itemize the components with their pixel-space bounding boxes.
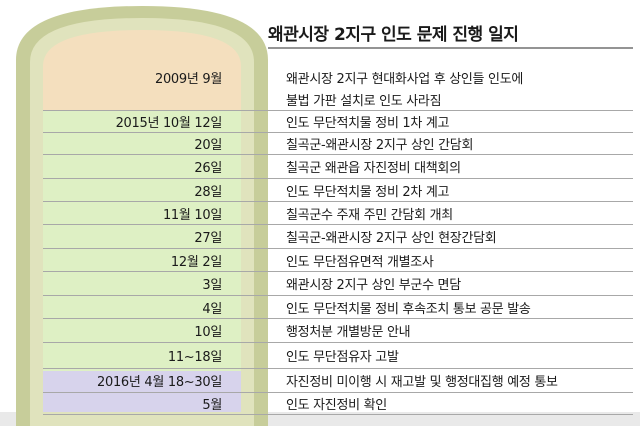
timeline-date: 10일 — [194, 325, 222, 340]
timeline-date: 28일 — [194, 184, 222, 200]
row-divider — [43, 110, 633, 111]
timeline-event: 왜관시장 2지구 현대화사업 후 상인들 인도에 — [286, 72, 524, 87]
timeline-event: 자진정비 미이행 시 재고발 및 행정대집행 예정 통보 — [286, 375, 558, 390]
timeline-date: 3일 — [202, 278, 222, 293]
row-divider — [43, 154, 633, 155]
timeline-date: 12월 2일 — [170, 254, 222, 270]
timeline-event: 인도 무단점유면적 개별조사 — [286, 254, 434, 270]
row-divider — [43, 224, 633, 225]
timeline-date: 11월 10일 — [162, 207, 222, 223]
page-title: 왜관시장 2지구 인도 문제 진행 일지 — [268, 25, 519, 45]
row-divider — [43, 392, 633, 393]
timeline-event: 칠곡군 왜관읍 자진정비 대책회의 — [286, 161, 461, 176]
timeline-date: 2015년 10월 12일 — [115, 116, 223, 131]
timeline-date: 27일 — [194, 231, 222, 246]
timeline-date: 26일 — [194, 161, 222, 176]
timeline-event-line2: 불법 가판 설치로 인도 사라짐 — [286, 94, 442, 109]
timeline-event: 왜관시장 2지구 상인 부군수 면담 — [286, 278, 461, 293]
band-2015 — [43, 110, 241, 371]
timeline-date: 11~18일 — [167, 350, 222, 365]
timeline-date: 2016년 4월 18~30일 — [97, 375, 222, 390]
timeline-event: 행정처분 개별방문 안내 — [286, 325, 411, 340]
row-divider — [43, 368, 633, 369]
timeline-event: 인도 무단적치물 정비 2차 계고 — [286, 184, 450, 200]
band-2016 — [43, 371, 241, 412]
timeline-event: 인도 자진정비 확인 — [286, 398, 387, 413]
row-divider — [43, 271, 633, 272]
timeline-event: 인도 무단점유자 고발 — [286, 350, 399, 365]
timeline-date: 20일 — [194, 138, 222, 153]
row-divider — [43, 248, 633, 249]
row-divider — [43, 318, 633, 319]
band-2009 — [43, 30, 241, 110]
timeline-event: 칠곡군-왜관시장 2지구 상인 간담회 — [286, 138, 474, 153]
row-divider — [43, 295, 633, 296]
timeline-event: 인도 무단적치물 정비 1차 계고 — [286, 116, 450, 131]
row-divider — [43, 414, 633, 415]
row-divider — [43, 201, 633, 202]
timeline-date: 5월 — [202, 398, 222, 413]
timeline-date: 2009년 9월 — [154, 72, 222, 87]
timeline-event: 칠곡군-왜관시장 2지구 상인 현장간담회 — [286, 231, 497, 246]
timeline-event: 칠곡군수 주재 주민 간담회 개최 — [286, 207, 453, 223]
timeline-event: 인도 무단적치물 정비 후속조치 통보 공문 발송 — [286, 301, 531, 317]
row-divider — [43, 342, 633, 343]
row-divider — [43, 132, 633, 133]
row-divider — [43, 178, 633, 179]
timeline-date: 4일 — [202, 301, 222, 317]
